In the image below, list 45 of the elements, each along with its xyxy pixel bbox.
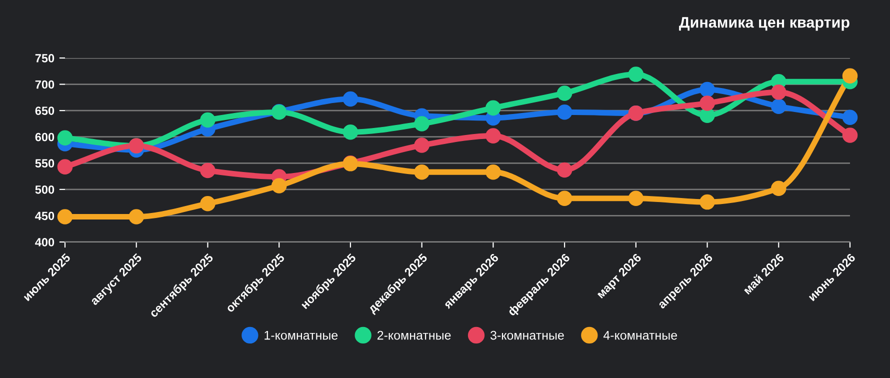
y-tick-label: 550 <box>35 159 54 168</box>
point <box>770 98 786 114</box>
point <box>700 194 715 210</box>
point <box>271 178 287 194</box>
legend-label: 4-комнатные <box>603 330 678 340</box>
point <box>342 124 358 140</box>
chart-title: Динамика цен квартир <box>679 17 850 31</box>
point <box>556 190 572 206</box>
point <box>486 128 501 144</box>
point <box>842 128 858 143</box>
legend-label: 2-комнатные <box>377 330 451 340</box>
point <box>700 108 715 123</box>
y-tick-label: 450 <box>35 212 54 220</box>
point <box>57 130 73 146</box>
point <box>57 159 73 174</box>
point <box>342 91 358 107</box>
point <box>556 86 572 101</box>
point <box>414 138 430 153</box>
point <box>770 84 786 100</box>
point <box>486 164 501 180</box>
point <box>842 68 858 84</box>
y-tick-label: 700 <box>35 80 54 89</box>
y-tick-label: 750 <box>35 54 54 62</box>
point <box>200 112 216 128</box>
point <box>628 190 644 206</box>
point <box>200 162 216 178</box>
point <box>200 196 216 212</box>
point <box>770 180 786 196</box>
y-tick-label: 650 <box>35 106 54 115</box>
point <box>57 209 73 224</box>
legend-label: 3-комнатные <box>490 330 564 340</box>
point <box>556 104 572 120</box>
point <box>414 164 430 180</box>
point <box>414 116 430 132</box>
legend-label: 1-комнатные <box>264 330 338 340</box>
point <box>700 82 715 98</box>
point <box>486 100 501 116</box>
point <box>128 209 144 224</box>
y-tick-label: 600 <box>35 132 54 142</box>
y-tick-label: 400 <box>35 238 54 246</box>
y-tick-label: 500 <box>35 185 54 194</box>
point <box>842 110 858 126</box>
point <box>700 96 715 111</box>
point <box>556 162 572 178</box>
point <box>628 66 644 82</box>
